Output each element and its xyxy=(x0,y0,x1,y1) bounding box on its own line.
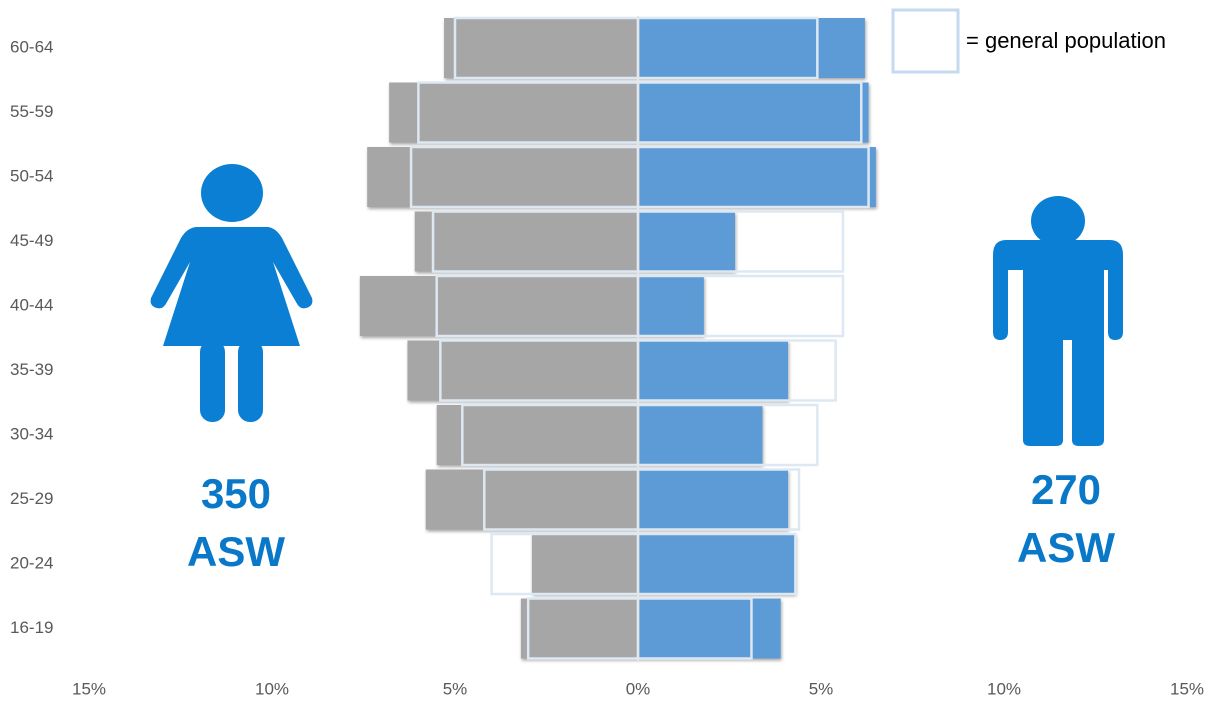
bar xyxy=(638,18,865,78)
bar xyxy=(638,276,704,336)
y-tick-label: 20-24 xyxy=(10,553,53,572)
x-tick-label: 5% xyxy=(809,679,834,698)
bar xyxy=(531,534,638,594)
x-tick-label: 15% xyxy=(72,679,106,698)
y-tick-label: 55-59 xyxy=(10,102,53,121)
annotation: 270 xyxy=(1031,466,1101,513)
female-icon xyxy=(150,164,313,422)
bar xyxy=(414,211,638,272)
bar xyxy=(638,82,869,143)
legend-label: = general population xyxy=(966,28,1166,53)
bar xyxy=(389,82,638,143)
x-tick-label: 10% xyxy=(255,679,289,698)
y-tick-label: 16-19 xyxy=(10,618,53,637)
bar xyxy=(638,211,735,272)
bar xyxy=(638,534,796,594)
annotation: ASW xyxy=(187,528,285,575)
x-tick-label: 10% xyxy=(987,679,1021,698)
y-tick-label: 45-49 xyxy=(10,231,53,250)
bar xyxy=(359,276,638,336)
x-tick-label: 0% xyxy=(626,679,651,698)
bar xyxy=(367,147,638,207)
bar xyxy=(638,340,789,401)
x-tick-label: 5% xyxy=(443,679,468,698)
annotation: ASW xyxy=(1017,524,1115,571)
bar xyxy=(638,405,763,465)
y-tick-label: 40-44 xyxy=(10,295,53,314)
bar xyxy=(638,147,876,207)
bar xyxy=(425,469,638,530)
y-tick-label: 30-34 xyxy=(10,424,53,443)
legend-swatch xyxy=(891,8,960,74)
bar xyxy=(638,598,781,659)
y-tick-label: 35-39 xyxy=(10,360,53,379)
bar xyxy=(444,18,638,78)
bar xyxy=(407,340,638,401)
x-tick-label: 15% xyxy=(1170,679,1204,698)
y-tick-label: 25-29 xyxy=(10,489,53,508)
y-tick-label: 50-54 xyxy=(10,166,53,185)
y-tick-label: 60-64 xyxy=(10,37,53,56)
bar xyxy=(638,469,789,530)
bar xyxy=(520,598,638,659)
annotation: 350 xyxy=(201,470,271,517)
male-icon xyxy=(993,196,1123,446)
bar xyxy=(436,405,638,465)
icons xyxy=(150,164,1123,446)
